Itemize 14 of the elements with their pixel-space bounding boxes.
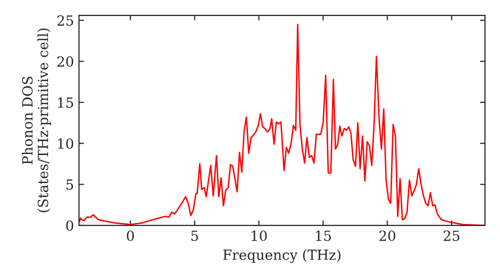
y-tick-label: 5 xyxy=(66,180,74,190)
y-tick-label: 10 xyxy=(58,138,74,149)
x-tick-label: 15 xyxy=(316,230,331,242)
x-axis-title: Frequency (THz) xyxy=(223,249,340,263)
y-tick-label: 15 xyxy=(58,97,74,108)
y-tick-label: 20 xyxy=(57,56,74,67)
x-tick-label: 20 xyxy=(379,230,396,242)
y-tick-label: 0 xyxy=(66,220,74,231)
x-tick-label: 25 xyxy=(444,230,460,242)
y-axis-title: Phonon DOS (States/THz·primitive cell) xyxy=(22,28,51,212)
x-tick-label: 0 xyxy=(126,230,134,242)
x-tick-label: 5 xyxy=(191,230,198,242)
x-tick-label: 10 xyxy=(252,230,267,242)
y-tick-label: 25 xyxy=(57,15,74,26)
